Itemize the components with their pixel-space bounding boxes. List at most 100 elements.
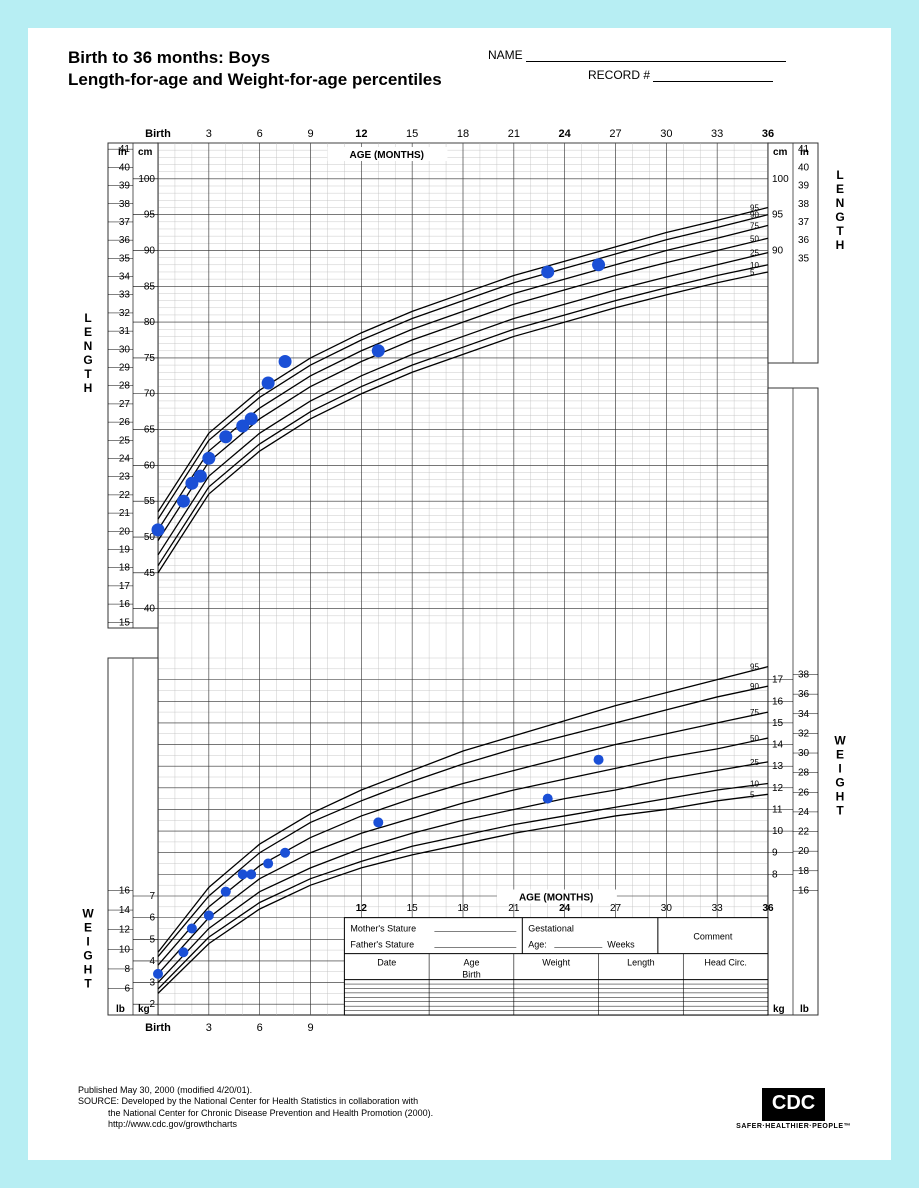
svg-text:11: 11 bbox=[772, 804, 783, 815]
name-input-line[interactable] bbox=[526, 49, 786, 62]
svg-text:25: 25 bbox=[750, 249, 759, 258]
svg-text:14: 14 bbox=[772, 740, 784, 751]
svg-text:I: I bbox=[838, 762, 841, 776]
svg-text:18: 18 bbox=[457, 128, 469, 140]
svg-text:T: T bbox=[84, 367, 92, 381]
svg-text:G: G bbox=[83, 949, 92, 963]
svg-text:lb: lb bbox=[116, 1004, 125, 1015]
svg-text:36: 36 bbox=[762, 128, 774, 140]
svg-text:36: 36 bbox=[762, 903, 774, 914]
svg-text:3: 3 bbox=[206, 128, 212, 140]
svg-text:Birth: Birth bbox=[145, 128, 171, 140]
svg-text:16: 16 bbox=[119, 885, 131, 896]
svg-text:40: 40 bbox=[144, 604, 156, 615]
svg-text:9: 9 bbox=[307, 128, 313, 140]
svg-text:40: 40 bbox=[119, 162, 131, 173]
svg-text:E: E bbox=[84, 921, 92, 935]
svg-text:T: T bbox=[836, 804, 844, 818]
growth-chart-sheet: Birth to 36 months: Boys Length-for-age … bbox=[28, 28, 891, 1160]
svg-text:38: 38 bbox=[798, 670, 810, 681]
svg-text:Father's Stature: Father's Stature bbox=[350, 940, 414, 950]
svg-text:37: 37 bbox=[798, 217, 810, 228]
svg-text:10: 10 bbox=[750, 779, 759, 788]
svg-text:33: 33 bbox=[119, 290, 131, 301]
svg-text:36: 36 bbox=[798, 235, 810, 246]
svg-text:Length: Length bbox=[627, 958, 655, 968]
svg-text:T: T bbox=[836, 224, 844, 238]
svg-text:90: 90 bbox=[750, 682, 759, 691]
svg-text:31: 31 bbox=[119, 326, 131, 337]
svg-text:75: 75 bbox=[750, 221, 759, 230]
svg-text:90: 90 bbox=[144, 245, 156, 256]
svg-text:Weight: Weight bbox=[542, 958, 570, 968]
svg-text:65: 65 bbox=[144, 425, 156, 436]
svg-text:16: 16 bbox=[772, 696, 784, 707]
svg-text:50: 50 bbox=[750, 734, 759, 743]
svg-text:39: 39 bbox=[119, 181, 131, 192]
cdc-logo: CDC SAFER·HEALTHIER·PEOPLE™ bbox=[736, 1088, 851, 1130]
svg-text:3: 3 bbox=[149, 978, 155, 989]
svg-text:21: 21 bbox=[508, 903, 520, 914]
chart-area: incmcminlbkgkglb404550556065707580859095… bbox=[68, 103, 858, 1073]
svg-text:Age:: Age: bbox=[528, 940, 547, 950]
svg-text:17: 17 bbox=[119, 581, 131, 592]
svg-text:26: 26 bbox=[119, 417, 131, 428]
svg-text:20: 20 bbox=[798, 846, 810, 857]
svg-text:10: 10 bbox=[119, 944, 131, 955]
svg-text:15: 15 bbox=[406, 128, 418, 140]
svg-text:27: 27 bbox=[119, 399, 131, 410]
svg-text:kg: kg bbox=[138, 1004, 150, 1015]
svg-text:3: 3 bbox=[206, 1022, 212, 1034]
svg-text:41: 41 bbox=[119, 144, 131, 155]
svg-text:12: 12 bbox=[772, 783, 784, 794]
svg-text:16: 16 bbox=[119, 599, 131, 610]
svg-text:Mother's Stature: Mother's Stature bbox=[350, 924, 416, 934]
svg-text:N: N bbox=[84, 339, 93, 353]
record-input-line[interactable] bbox=[653, 69, 773, 82]
svg-text:Date: Date bbox=[377, 958, 396, 968]
record-field: RECORD # bbox=[588, 68, 773, 82]
svg-text:50: 50 bbox=[750, 234, 759, 243]
svg-text:6: 6 bbox=[257, 1022, 263, 1034]
svg-text:9: 9 bbox=[307, 1022, 313, 1034]
svg-text:Birth: Birth bbox=[462, 970, 481, 980]
svg-text:18: 18 bbox=[457, 903, 469, 914]
svg-text:15: 15 bbox=[119, 617, 131, 628]
svg-text:26: 26 bbox=[798, 787, 810, 798]
svg-text:9: 9 bbox=[772, 848, 778, 859]
svg-text:18: 18 bbox=[119, 563, 131, 574]
svg-text:33: 33 bbox=[711, 128, 723, 140]
record-label: RECORD # bbox=[588, 68, 650, 82]
svg-text:AGE (MONTHS): AGE (MONTHS) bbox=[350, 150, 424, 161]
svg-text:35: 35 bbox=[119, 253, 131, 264]
svg-text:T: T bbox=[84, 977, 92, 991]
svg-text:W: W bbox=[82, 907, 94, 921]
svg-text:36: 36 bbox=[119, 235, 131, 246]
svg-text:22: 22 bbox=[798, 827, 810, 838]
svg-text:10: 10 bbox=[772, 826, 784, 837]
name-label: NAME bbox=[488, 48, 523, 62]
svg-text:20: 20 bbox=[119, 526, 131, 537]
svg-text:80: 80 bbox=[144, 317, 156, 328]
svg-text:21: 21 bbox=[119, 508, 131, 519]
footer-line2: SOURCE: Developed by the National Center… bbox=[78, 1096, 841, 1107]
svg-text:Head Circ.: Head Circ. bbox=[704, 958, 747, 968]
svg-text:Gestational: Gestational bbox=[528, 924, 574, 934]
svg-text:H: H bbox=[836, 790, 845, 804]
svg-text:90: 90 bbox=[772, 245, 784, 256]
svg-text:G: G bbox=[835, 776, 844, 790]
svg-text:60: 60 bbox=[144, 460, 156, 471]
cdc-box: CDC bbox=[762, 1088, 825, 1121]
svg-text:29: 29 bbox=[119, 363, 131, 374]
svg-text:E: E bbox=[836, 748, 844, 762]
svg-text:95: 95 bbox=[750, 203, 759, 212]
footer-block: Published May 30, 2000 (modified 4/20/01… bbox=[78, 1085, 841, 1130]
svg-text:lb: lb bbox=[800, 1004, 809, 1015]
svg-text:25: 25 bbox=[750, 758, 759, 767]
svg-text:30: 30 bbox=[798, 748, 810, 759]
svg-text:6: 6 bbox=[124, 984, 130, 995]
svg-text:100: 100 bbox=[138, 174, 155, 185]
svg-text:30: 30 bbox=[660, 128, 672, 140]
svg-text:8: 8 bbox=[772, 869, 778, 880]
svg-text:H: H bbox=[836, 238, 845, 252]
